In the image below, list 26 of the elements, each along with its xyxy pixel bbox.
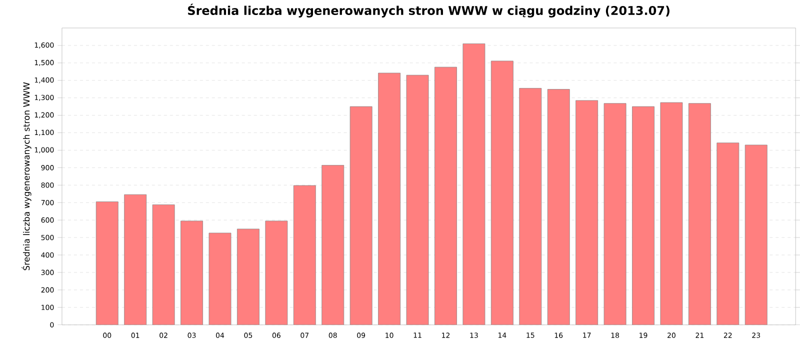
bar — [208, 232, 232, 325]
bar — [716, 142, 740, 325]
bar — [632, 106, 654, 325]
chart-title: Średnia liczba wygenerowanych stron WWW w ciągu godziny (2013.07) — [188, 4, 670, 18]
bar — [293, 185, 316, 325]
bar — [152, 204, 175, 325]
bar — [322, 165, 344, 325]
bar — [547, 89, 570, 325]
bar — [434, 66, 457, 325]
bar — [744, 144, 768, 325]
bar — [604, 103, 626, 325]
bar — [180, 220, 203, 325]
bar — [406, 75, 429, 325]
bar — [237, 228, 260, 325]
bar — [124, 194, 147, 325]
bar — [378, 72, 400, 325]
bar — [688, 103, 711, 325]
y-axis-title: Średnia liczba wygenerowanych stron WWW — [22, 82, 32, 270]
bar — [519, 88, 542, 325]
bar — [660, 102, 683, 325]
bar — [490, 60, 514, 325]
bar — [265, 220, 288, 325]
bar — [462, 44, 486, 325]
bar — [96, 202, 118, 325]
bar — [350, 106, 372, 325]
bar — [576, 100, 598, 325]
